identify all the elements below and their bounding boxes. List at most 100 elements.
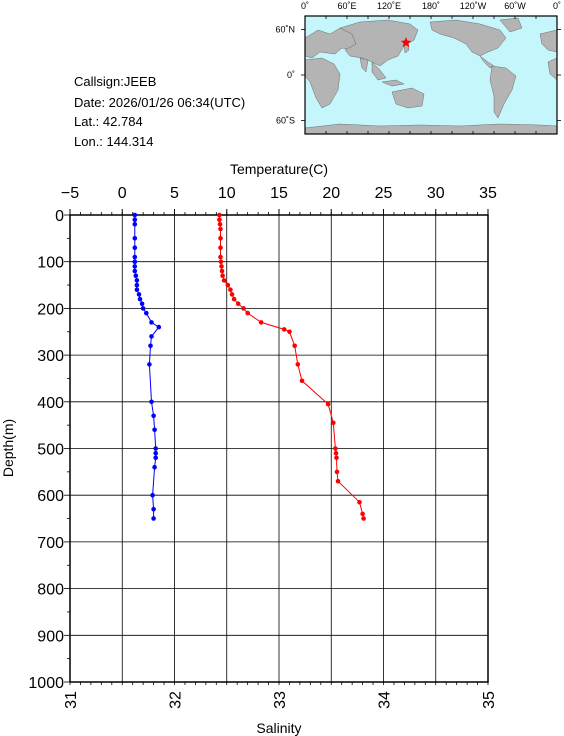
temperature-point <box>361 516 366 521</box>
salinity-point <box>149 320 154 325</box>
temperature-tick-labels: −5 0 5 10 15 20 25 30 35 <box>61 185 497 202</box>
temperature-point <box>335 478 341 484</box>
salinity-point <box>140 306 146 311</box>
depth-tick-label: 800 <box>37 582 64 599</box>
temperature-point <box>231 296 237 302</box>
temperature-point <box>334 469 340 475</box>
temperature-point <box>221 278 227 283</box>
salinity-point <box>151 516 156 521</box>
temperature-point <box>218 259 224 265</box>
salinity-point <box>132 254 138 260</box>
temperature-point <box>245 310 250 316</box>
land-shape <box>304 57 341 109</box>
salinity-series <box>132 212 162 521</box>
salinity-point <box>136 292 142 297</box>
map-longitude-label: 60˚E <box>337 1 356 11</box>
temperature-point <box>241 306 246 311</box>
temperature-tick-label: 30 <box>427 185 445 202</box>
temperature-point <box>218 254 223 260</box>
temperature-tick-label: 10 <box>218 185 236 202</box>
map-longitude-labels: 0˚ 60˚E 120˚E 180˚ 120˚W 60˚W 0˚ <box>301 1 561 11</box>
depth-tick-label: 0 <box>55 208 64 225</box>
salinity-point <box>132 259 138 265</box>
temperature-point <box>258 320 264 325</box>
salinity-point <box>152 427 157 433</box>
land-shape <box>489 65 517 119</box>
longitude-text: Lon.: 144.314 <box>74 134 154 149</box>
temperature-point <box>334 455 339 461</box>
salinity-point <box>132 268 138 274</box>
temperature-point <box>331 420 336 426</box>
temperature-point <box>333 450 339 456</box>
land-shape <box>359 57 369 73</box>
temperature-tick-label: 20 <box>322 185 340 202</box>
map-longitude-label: 120˚E <box>377 1 401 11</box>
salinity-point <box>132 264 138 269</box>
temperature-point <box>235 301 241 307</box>
salinity-point <box>134 278 140 283</box>
temperature-point <box>299 378 305 384</box>
depth-axis-label: Depth(m) <box>0 419 16 477</box>
salinity-point <box>134 282 140 288</box>
salinity-axis-label: Salinity <box>256 720 301 736</box>
salinity-point <box>148 343 153 349</box>
temperature-point <box>218 245 223 250</box>
salinity-point <box>149 334 154 339</box>
map-longitude-label: 60˚W <box>504 1 526 11</box>
land-shape <box>339 19 419 67</box>
depth-tick-label: 100 <box>37 255 64 272</box>
temperature-tick-label: 25 <box>375 185 393 202</box>
map-latitude-label: 0˚ <box>287 70 295 80</box>
depth-tick-label: 400 <box>37 395 64 412</box>
salinity-point <box>132 212 138 218</box>
salinity-point <box>151 506 156 512</box>
land-shape <box>429 19 507 57</box>
temperature-point <box>229 292 235 297</box>
callsign-text: Callsign:JEEB <box>74 74 157 89</box>
salinity-tick-label: 34 <box>377 691 394 709</box>
salinity-point <box>153 450 158 456</box>
temperature-axis-label: Temperature(C) <box>230 161 328 177</box>
temperature-point <box>228 287 233 293</box>
salinity-point <box>133 273 139 279</box>
salinity-point <box>134 287 140 293</box>
temperature-point <box>218 236 223 241</box>
salinity-point <box>150 492 155 498</box>
temperature-point <box>218 226 223 232</box>
latitude-text: Lat.: 42.784 <box>74 114 143 129</box>
temperature-point <box>220 273 225 279</box>
salinity-tick-label: 32 <box>168 691 185 709</box>
salinity-tick-label: 35 <box>481 691 498 709</box>
salinity-point <box>132 245 138 250</box>
temperature-point <box>295 362 301 367</box>
land-shape <box>391 87 425 109</box>
map-longitude-label: 0˚ <box>553 1 561 11</box>
land-shape <box>371 61 387 81</box>
temperature-point <box>281 327 287 332</box>
temperature-point <box>292 343 298 349</box>
salinity-point <box>156 324 162 330</box>
temperature-point <box>333 446 338 451</box>
temperature-point <box>217 212 222 218</box>
land-shape <box>539 29 558 53</box>
land-shape <box>381 79 405 87</box>
temperature-point <box>219 268 225 274</box>
temperature-point <box>217 222 223 227</box>
depth-tick-label: 600 <box>37 488 64 505</box>
salinity-point <box>132 217 138 222</box>
salinity-point <box>144 310 149 316</box>
salinity-point <box>152 464 157 470</box>
salinity-point <box>153 455 158 461</box>
salinity-tick-labels: 31 32 33 34 35 <box>63 691 498 709</box>
temperature-point <box>217 217 222 222</box>
temperature-point <box>287 329 292 335</box>
map-longitude-label: 120˚W <box>460 1 487 11</box>
land-shape <box>499 17 523 33</box>
depth-tick-label: 500 <box>37 442 64 459</box>
depth-tick-label: 200 <box>37 301 64 318</box>
temperature-tick-label: 0 <box>118 185 127 202</box>
salinity-tick-label: 31 <box>63 691 80 709</box>
station-location-marker <box>400 36 412 48</box>
date-text: Date: 2026/01/26 06:34(UTC) <box>74 95 246 110</box>
